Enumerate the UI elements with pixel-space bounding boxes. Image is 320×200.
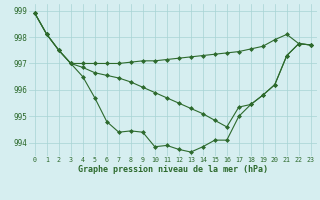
- X-axis label: Graphe pression niveau de la mer (hPa): Graphe pression niveau de la mer (hPa): [78, 165, 268, 174]
